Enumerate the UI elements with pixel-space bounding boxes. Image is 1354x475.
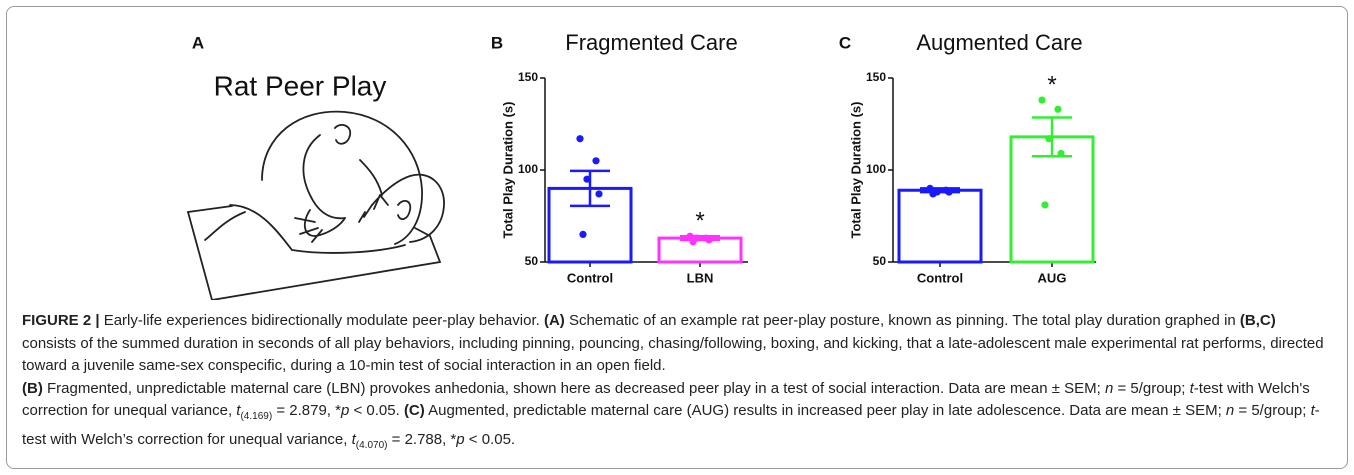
caption-text: FIGURE 2 | (22, 312, 100, 329)
y-tick-label: 50 (525, 254, 539, 268)
frame (6, 6, 1348, 469)
y-tick-label: 150 (866, 70, 886, 84)
caption-text: -test with Welch's correction for unequa… (22, 379, 1310, 420)
significance-marker: * (695, 208, 704, 235)
caption-text: p (340, 402, 350, 419)
caption-text: = 5/group; (1234, 402, 1311, 419)
caption-text: Fragmented, unpredictable maternal care … (42, 379, 1105, 397)
chart-title: Fragmented Care (565, 30, 737, 55)
x-tick-label: Control (917, 270, 963, 285)
data-point (583, 175, 591, 183)
x-tick-label: Control (567, 270, 613, 285)
panel-label: A (192, 33, 204, 52)
panel-title: Rat Peer Play (214, 70, 387, 101)
data-point (1038, 96, 1046, 104)
data-point (576, 135, 584, 143)
chart-title: Augmented Care (916, 30, 1082, 55)
data-point (686, 232, 694, 240)
caption-text: -test with Welch’s correction for unequa… (22, 402, 1320, 448)
x-tick-label: LBN (687, 270, 714, 285)
caption-paragraph: FIGURE 2 | Early-life experiences bidire… (22, 310, 1334, 378)
data-point (945, 188, 953, 196)
data-point (689, 238, 697, 246)
y-tick-label: 100 (518, 162, 538, 176)
rat-drawing (187, 110, 445, 300)
y-axis-label: Total Play Duration (s) (848, 102, 863, 239)
caption-text: (C) (403, 402, 425, 419)
caption-text: n (1225, 402, 1235, 419)
data-point (595, 190, 603, 198)
panel-label: C (839, 33, 851, 52)
data-point (1054, 105, 1062, 113)
data-point (1045, 135, 1053, 143)
caption-paragraph: (B) Fragmented, unpredictable maternal c… (22, 378, 1334, 458)
bar (897, 188, 983, 264)
y-tick-label: 50 (873, 254, 887, 268)
data-point (592, 157, 600, 165)
caption-text: (4.070) (355, 439, 388, 451)
caption-text: t (351, 430, 356, 448)
y-tick-label: 100 (866, 162, 886, 176)
caption-text: (A) (543, 312, 565, 329)
caption-text: n (1104, 379, 1114, 397)
caption-text: < 0.05. (464, 430, 516, 448)
data-point (705, 236, 713, 244)
data-point (926, 184, 934, 192)
x-tick-label: AUG (1038, 270, 1067, 285)
caption-text: t (1189, 379, 1194, 397)
figure-panels: A Rat Peer Play B Fragmented Care Total Pl… (187, 30, 1096, 300)
caption: FIGURE 2 | Early-life experiences bidire… (22, 310, 1334, 457)
y-axis-label: Total Play Duration (s) (500, 102, 515, 239)
caption-text: p (456, 430, 465, 448)
data-point (579, 230, 587, 238)
caption-text: (B) (22, 379, 43, 397)
data-point (1057, 149, 1065, 158)
bar (1009, 135, 1095, 264)
caption-text: = 2.788, * (387, 430, 457, 448)
significance-marker: * (1047, 71, 1056, 98)
caption-text: = 2.879, * (272, 402, 341, 419)
bar (657, 236, 743, 264)
caption-text: < 0.05. (349, 402, 404, 419)
panel-label: B (491, 33, 503, 52)
caption-text: Schematic of an example rat peer-play po… (564, 312, 1240, 329)
data-point (1041, 201, 1049, 209)
data-point (929, 190, 937, 198)
caption-text: t (236, 402, 241, 419)
caption-text: (B,C) (1239, 312, 1276, 329)
caption-text: consists of the summed duration in secon… (22, 334, 1324, 375)
caption-text: t (1310, 402, 1315, 419)
y-tick-label: 150 (518, 70, 538, 84)
caption-text: (4.169) (240, 411, 273, 422)
caption-text: Early-life experiences bidirectionally m… (99, 312, 544, 329)
caption-text: Augmented, predictable maternal care (AU… (424, 402, 1226, 419)
caption-text: = 5/group; (1113, 379, 1190, 397)
